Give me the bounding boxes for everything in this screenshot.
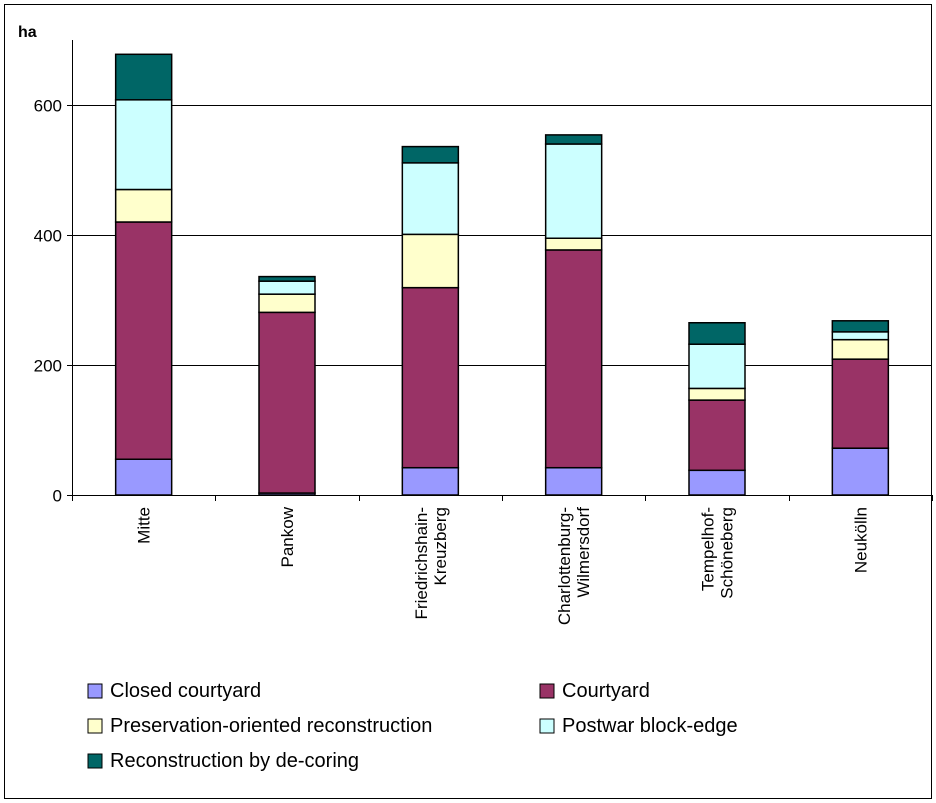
bars: [114, 53, 890, 496]
bar-segment: [401, 233, 460, 289]
bar-segment: [688, 387, 746, 401]
legend-label: Courtyard: [562, 680, 650, 702]
bar-segment: [544, 249, 603, 469]
axes: [67, 40, 933, 501]
y-unit-label: ha: [18, 24, 37, 41]
gridlines: [72, 105, 932, 366]
x-category-label: Charlottenburg-Wilmersdorf: [555, 507, 593, 625]
legend-label: Postwar block-edge: [562, 715, 738, 737]
legend-label: Closed courtyard: [110, 680, 261, 702]
bar-segment: [544, 143, 603, 239]
x-category-label: Neukölln: [851, 507, 870, 573]
bar-segment: [258, 311, 316, 494]
legend: Closed courtyard Courtyard Preservation-or…: [87, 680, 738, 772]
bar-segment: [258, 293, 316, 314]
x-category-label: Friedrichshain-Kreuzberg: [412, 507, 450, 619]
y-tick-label: 0: [53, 487, 62, 506]
bar-segment: [688, 343, 746, 390]
bar-segment: [831, 358, 890, 449]
legend-swatch: [87, 753, 103, 769]
y-tick-label: 400: [34, 227, 62, 246]
legend-swatch: [539, 718, 555, 734]
bar-segment: [114, 188, 173, 223]
bar-segment: [114, 221, 173, 460]
bar-segment: [401, 145, 460, 164]
legend-label: Reconstruction by de-coring: [110, 750, 359, 772]
legend-label: Preservation-oriented reconstruction: [110, 715, 432, 737]
bar-segment: [401, 466, 460, 496]
y-tick-label: 200: [34, 357, 62, 376]
legend-swatch: [87, 718, 103, 734]
x-category-label: Pankow: [278, 506, 297, 567]
y-tick-label: 600: [34, 97, 62, 116]
bar-segment: [258, 280, 316, 295]
bar-segment: [544, 466, 603, 496]
bar-segment: [401, 162, 460, 236]
bar-segment: [831, 447, 890, 496]
bar-segment: [544, 237, 603, 251]
bar-segment: [831, 331, 890, 341]
bar-segment: [831, 320, 890, 333]
bar-segment: [114, 458, 173, 496]
bar-segment: [114, 53, 173, 101]
bar-segment: [544, 134, 603, 145]
x-category-label: Mitte: [135, 507, 154, 544]
bar-segment: [114, 99, 173, 191]
legend-swatch: [87, 683, 103, 699]
bar-segment: [688, 399, 746, 472]
bar-segment: [258, 275, 316, 282]
bar-segment: [401, 286, 460, 469]
legend-swatch: [539, 683, 555, 699]
bar-segment: [831, 338, 890, 360]
bar-segment: [688, 322, 746, 345]
bar-segment: [688, 469, 746, 496]
labels: 0 200 400 600 Mitte Pankow Friedrichshain-Kreu…: [34, 97, 871, 626]
x-category-label: Tempelhof-Schöneberg: [699, 507, 737, 599]
